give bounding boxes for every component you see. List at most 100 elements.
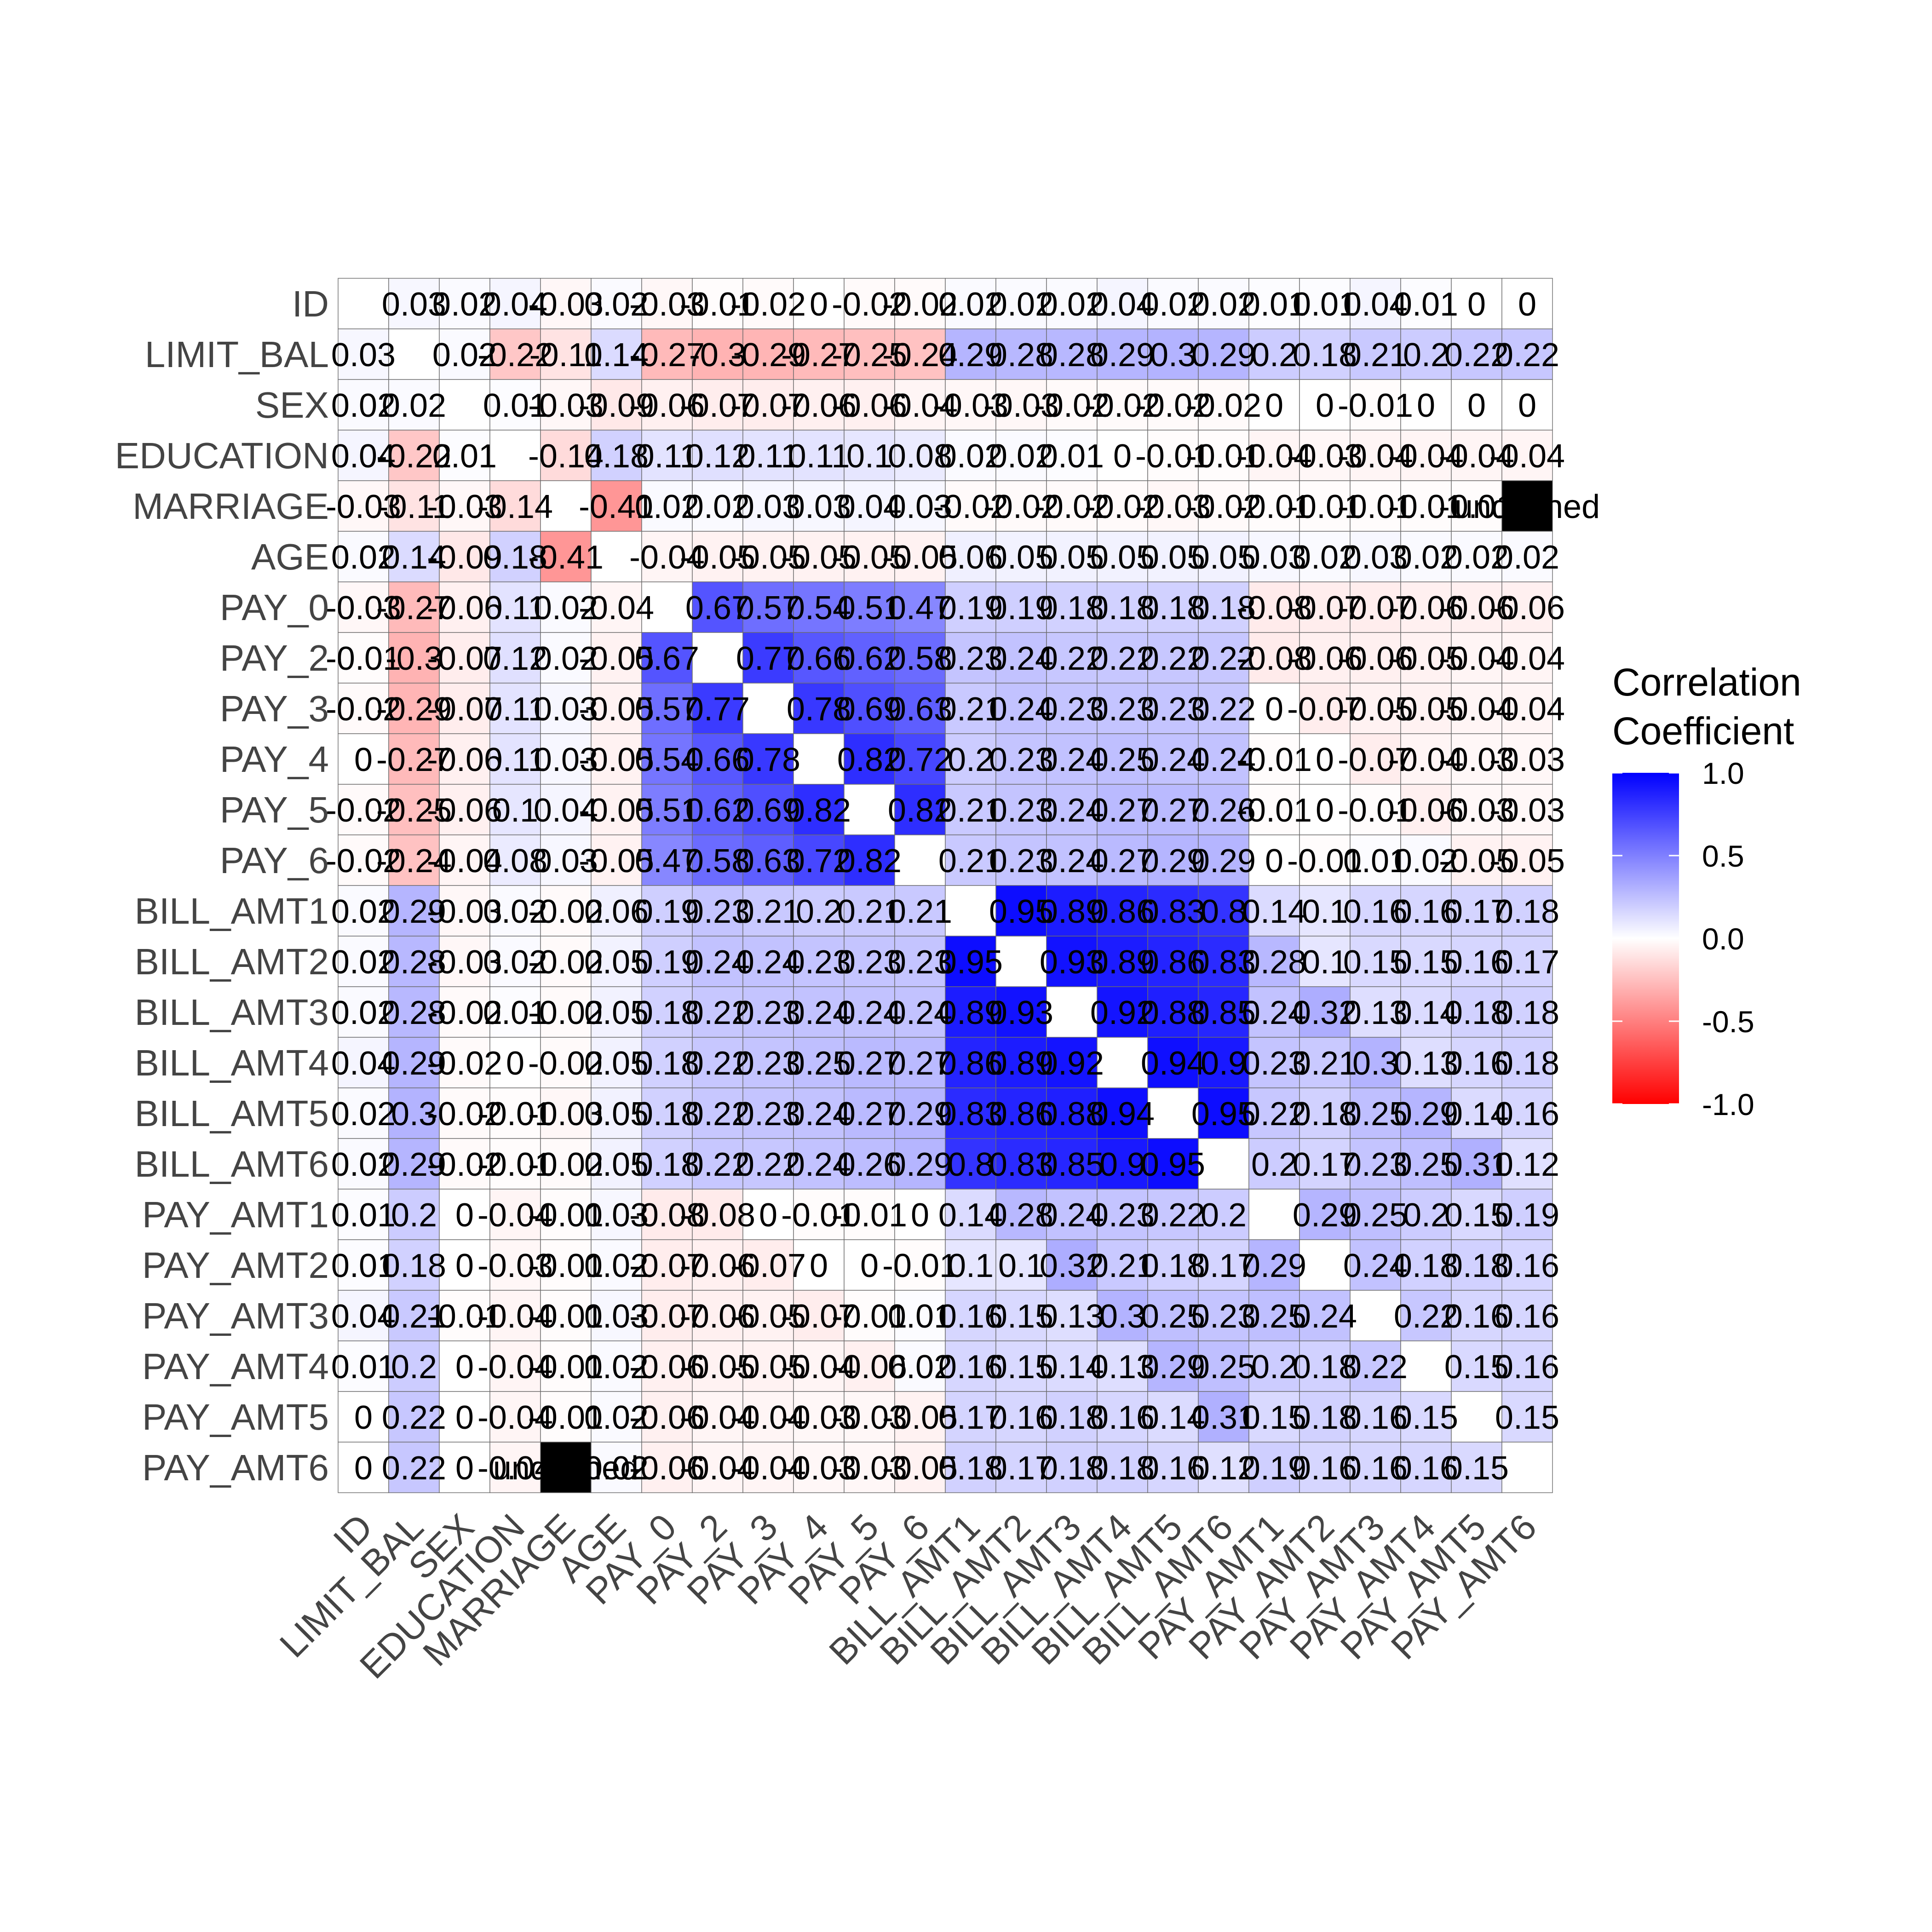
- cell-pay-amt1-sex: [439, 1189, 490, 1240]
- value-bill-amt4-bill-amt5: 0.94: [1141, 1045, 1205, 1082]
- cell-bill-amt5-bill-amt5: [1147, 1087, 1199, 1139]
- cell-pay-3-pay-amt4: [1400, 683, 1452, 734]
- heatmap-values: 0.030.020.04-0.030.02-0.03-0.01-0.02 0 -0.…: [326, 286, 1600, 1487]
- value-pay-amt3-pay-3: -0.05: [730, 1298, 806, 1335]
- value-bill-amt2-bill-amt5: 0.86: [1141, 944, 1205, 981]
- row-label-pay-2: PAY_2: [220, 638, 329, 678]
- cell-pay-0-id: [338, 581, 389, 633]
- cell-bill-amt2-pay-2: [692, 936, 743, 987]
- cell-bill-amt3-marriage: [540, 986, 592, 1038]
- value-pay-0-pay-2: 0.67: [685, 590, 750, 627]
- value-marriage-id: -0.03: [326, 489, 401, 525]
- cell-pay-amt2-bill-amt6: [1198, 1239, 1249, 1291]
- value-bill-amt2-marriage: -0.02: [528, 944, 604, 981]
- value-age-pay-amt4: 0.02: [1394, 539, 1458, 576]
- cell-sex-pay-amt3: [1350, 379, 1401, 431]
- value-pay-0-id: -0.03: [326, 590, 401, 627]
- value-bill-amt1-pay-5: 0.21: [837, 893, 902, 930]
- cell-education-bill-amt1: [945, 430, 996, 481]
- value-age-pay-amt6: 0.02: [1495, 539, 1559, 576]
- row-label-pay-3: PAY_3: [220, 688, 329, 729]
- cell-pay-amt4-pay-amt6: [1501, 1340, 1553, 1392]
- value-pay-amt2-bill-amt1: 0.1: [948, 1248, 994, 1284]
- cell-pay-amt2-pay-amt3: [1350, 1239, 1401, 1291]
- value-bill-amt3-pay-2: 0.22: [685, 995, 750, 1031]
- value-pay-amt6-id: 0: [354, 1450, 373, 1487]
- legend-tick-label: 1.0: [1702, 756, 1744, 790]
- value-limit-bal-id: 0.03: [331, 337, 396, 374]
- value-pay-amt4-education: -0.04: [477, 1349, 553, 1386]
- cell-bill-amt2-pay-amt1: [1248, 936, 1300, 987]
- cell-bill-amt5-pay-3: [742, 1087, 794, 1139]
- cell-pay-5-pay-amt6: [1501, 784, 1553, 835]
- cell-pay-amt3-bill-amt2: [995, 1290, 1047, 1341]
- cell-pay-2-age: [591, 632, 642, 684]
- value-pay-3-id: -0.02: [326, 691, 401, 728]
- value-marriage-age: -0.41: [579, 489, 654, 525]
- cell-bill-amt3-bill-amt1: [945, 986, 996, 1038]
- value-age-bill-amt3: 0.05: [1040, 539, 1104, 576]
- cell-pay-4-pay-3: [742, 733, 794, 785]
- value-limit-bal-pay-amt5: 0.22: [1444, 337, 1509, 374]
- value-pay-3-pay-amt3: -0.05: [1338, 691, 1413, 728]
- value-pay-amt1-pay-0: -0.08: [629, 1197, 705, 1234]
- cell-bill-amt5-pay-5: [844, 1087, 895, 1139]
- value-limit-bal-pay-6: -0.24: [882, 337, 958, 374]
- cell-pay-2-pay-amt6: [1501, 632, 1553, 684]
- value-id-sex: 0.02: [432, 286, 497, 323]
- cell-pay-2-pay-4: [793, 632, 845, 684]
- cell-pay-amt5-bill-amt5: [1147, 1391, 1199, 1443]
- value-pay-5-pay-3: 0.69: [736, 792, 800, 829]
- value-sex-pay-amt4: 0: [1417, 387, 1435, 424]
- value-limit-bal-pay-0: -0.27: [629, 337, 705, 374]
- value-pay-2-id: -0.01: [326, 640, 401, 677]
- value-education-bill-amt6: -0.01: [1186, 438, 1261, 475]
- value-marriage-pay-amt5: -0.01: [1439, 489, 1514, 525]
- cell-pay-amt5-marriage: [540, 1391, 592, 1443]
- value-bill-amt4-bill-amt1: 0.86: [938, 1045, 1003, 1082]
- value-pay-amt2-pay-amt6: 0.16: [1495, 1248, 1559, 1284]
- cell-pay-amt5-pay-amt3: [1350, 1391, 1401, 1443]
- cell-bill-amt4-pay-amt3: [1350, 1037, 1401, 1088]
- value-pay-6-id: -0.02: [326, 843, 401, 880]
- cell-bill-amt4-pay-2: [692, 1037, 743, 1088]
- value-pay-amt3-bill-amt5: 0.25: [1141, 1298, 1205, 1335]
- value-pay-amt2-pay-amt3: 0.24: [1343, 1248, 1408, 1284]
- value-bill-amt1-bill-amt2: 0.95: [989, 893, 1053, 930]
- value-age-bill-amt4: 0.05: [1090, 539, 1155, 576]
- value-bill-amt6-limit-bal: 0.29: [382, 1146, 446, 1183]
- cell-bill-amt2-pay-3: [742, 936, 794, 987]
- value-limit-bal-pay-2: -0.3: [689, 337, 746, 374]
- value-bill-amt1-id: 0.02: [331, 893, 396, 930]
- value-pay-3-pay-0: 0.57: [635, 691, 699, 728]
- value-id-education: 0.04: [483, 286, 547, 323]
- row-label-pay-4: PAY_4: [220, 739, 329, 780]
- value-pay-amt1-marriage: -0.01: [528, 1197, 604, 1234]
- cell-pay-amt4-pay-amt4: [1400, 1340, 1452, 1392]
- cell-pay-amt4-pay-amt1: [1248, 1340, 1300, 1392]
- cell-pay-amt4-bill-amt5: [1147, 1340, 1199, 1392]
- value-bill-amt2-bill-amt1: 0.95: [938, 944, 1003, 981]
- cell-pay-5-pay-amt3: [1350, 784, 1401, 835]
- value-limit-bal-pay-amt3: 0.21: [1343, 337, 1408, 374]
- value-bill-amt6-sex: -0.02: [427, 1146, 502, 1183]
- cell-pay-4-limit-bal: [388, 733, 440, 785]
- cell-pay-3-education: [489, 683, 541, 734]
- value-bill-amt5-bill-amt6: 0.95: [1191, 1096, 1256, 1133]
- value-pay-amt4-pay-amt2: 0.18: [1293, 1349, 1357, 1386]
- value-pay-4-pay-amt1: -0.01: [1236, 742, 1312, 778]
- value-pay-amt2-bill-amt4: 0.21: [1090, 1248, 1155, 1284]
- cell-bill-amt4-pay-5: [844, 1037, 895, 1088]
- cell-bill-amt6-pay-amt2: [1299, 1138, 1351, 1190]
- value-pay-0-sex: -0.06: [427, 590, 502, 627]
- cell-marriage-limit-bal: [388, 480, 440, 532]
- value-pay-amt6-pay-0: -0.06: [629, 1450, 705, 1487]
- value-pay-amt4-marriage: -0.01: [528, 1349, 604, 1386]
- value-bill-amt6-bill-amt4: 0.9: [1099, 1146, 1145, 1183]
- cell-pay-0-pay-4: [793, 581, 845, 633]
- cell-bill-amt5-marriage: [540, 1087, 592, 1139]
- value-bill-amt3-pay-amt1: 0.24: [1242, 995, 1306, 1031]
- cell-pay-amt4-pay-3: [742, 1340, 794, 1392]
- cell-pay-amt3-pay-amt2: [1299, 1290, 1351, 1341]
- cell-age-marriage: [540, 531, 592, 582]
